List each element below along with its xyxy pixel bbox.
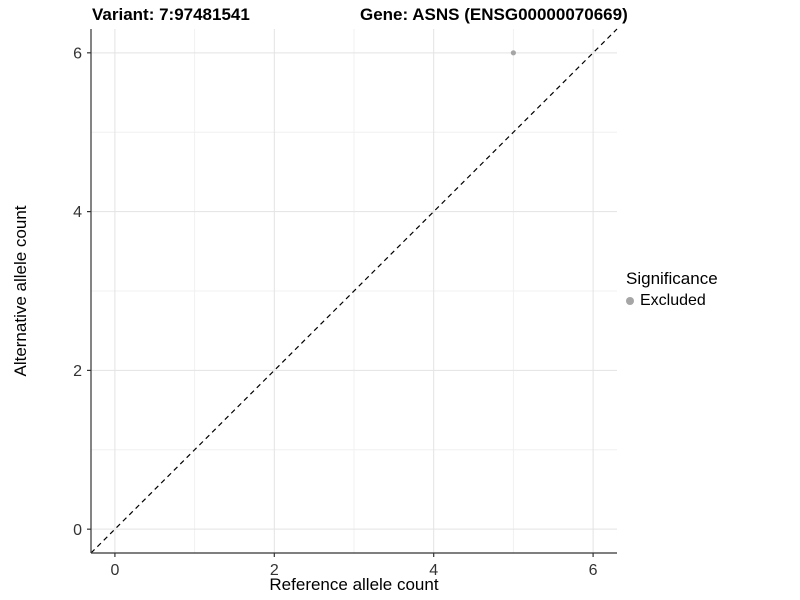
legend: Significance Excluded bbox=[626, 269, 718, 310]
svg-text:6: 6 bbox=[589, 562, 598, 579]
plot-title-variant: Variant: 7:97481541 bbox=[92, 5, 250, 24]
svg-text:2: 2 bbox=[270, 562, 279, 579]
excluded-point-icon bbox=[626, 297, 634, 305]
data-point bbox=[510, 50, 516, 56]
svg-text:4: 4 bbox=[429, 562, 438, 579]
svg-text:6: 6 bbox=[73, 45, 82, 62]
legend-item-excluded: Excluded bbox=[626, 292, 718, 310]
svg-text:4: 4 bbox=[73, 204, 82, 221]
y-axis-title: Alternative allele count bbox=[11, 205, 30, 377]
plot-title-gene: Gene: ASNS (ENSG00000070669) bbox=[360, 5, 628, 24]
legend-title: Significance bbox=[626, 269, 718, 288]
svg-text:2: 2 bbox=[73, 363, 82, 380]
x-axis-title: Reference allele count bbox=[269, 575, 439, 594]
legend-item-label: Excluded bbox=[640, 292, 706, 309]
svg-text:0: 0 bbox=[110, 562, 119, 579]
svg-text:0: 0 bbox=[73, 522, 82, 539]
